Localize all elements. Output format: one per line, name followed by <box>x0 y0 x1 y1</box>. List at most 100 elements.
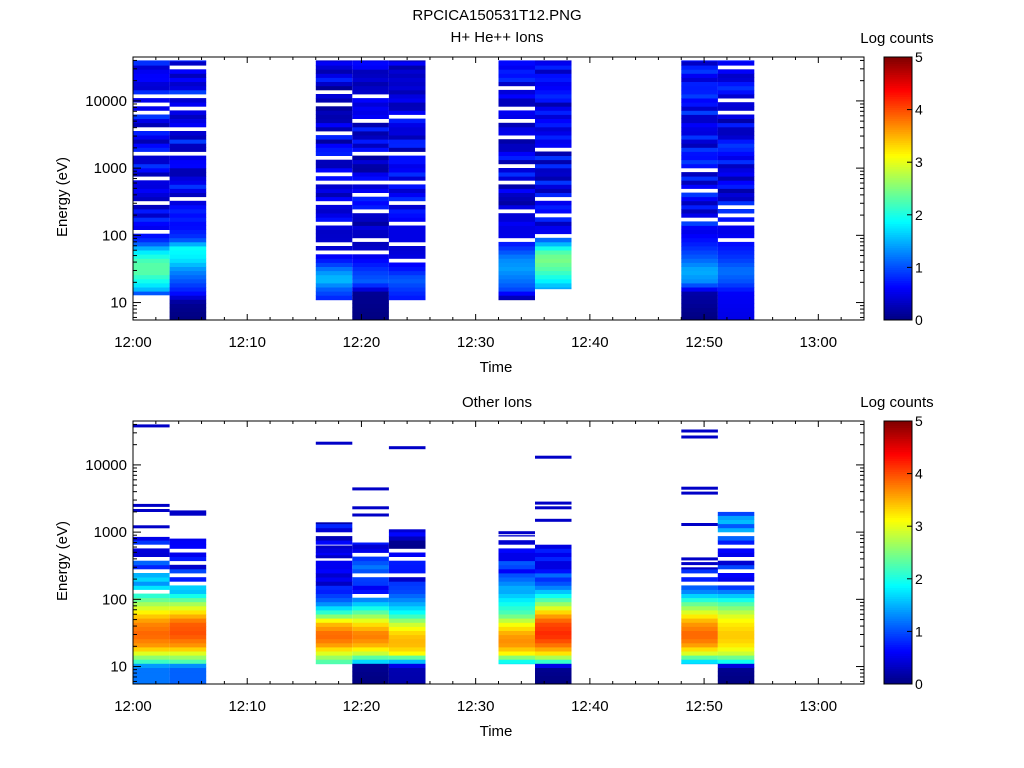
heatmap-cell <box>133 143 170 148</box>
colorbar-swatch <box>884 149 912 152</box>
heatmap-cell <box>133 638 170 644</box>
colorbar-swatch <box>884 74 912 78</box>
heatmap-cell <box>133 73 170 78</box>
heatmap-cell <box>388 552 426 557</box>
heatmap-cell <box>133 237 170 243</box>
heatmap-cell <box>315 168 353 173</box>
colorbar-swatch <box>884 556 912 560</box>
heatmap-cell <box>169 69 207 74</box>
colorbar-swatch <box>884 662 912 665</box>
heatmap-cell <box>315 237 353 243</box>
heatmap-cell <box>681 262 718 267</box>
heatmap-cell <box>535 176 572 181</box>
heatmap-cell <box>169 122 207 128</box>
colorbar-swatch <box>884 567 912 571</box>
colorbar-swatch <box>884 611 912 615</box>
heatmap-cell <box>681 143 718 148</box>
heatmap-cell <box>498 655 535 660</box>
heatmap-cell <box>352 106 389 111</box>
heatmap-cell <box>535 77 572 82</box>
heatmap-cell <box>133 192 170 198</box>
heatmap-cell <box>133 659 170 664</box>
spectrogram-column <box>388 60 426 301</box>
heatmap-cell <box>133 593 170 599</box>
heatmap-cell <box>133 291 170 296</box>
heatmap-cell <box>315 581 353 586</box>
heatmap-cell <box>717 634 755 640</box>
heatmap-cell <box>498 89 535 95</box>
heatmap-cell <box>498 69 535 74</box>
heatmap-cell <box>681 229 718 235</box>
heatmap-cell <box>352 601 389 607</box>
colorbar-swatch <box>884 127 912 130</box>
heatmap-cell <box>717 73 755 78</box>
heatmap-cell <box>352 163 389 169</box>
heatmap-cell <box>169 102 207 107</box>
heatmap-cell <box>717 287 755 292</box>
heatmap-cell <box>315 61 353 66</box>
heatmap-cell <box>315 163 353 169</box>
heatmap-cell <box>133 196 170 202</box>
colorbar-swatch <box>884 188 912 192</box>
colorbar-swatch <box>884 421 912 424</box>
heatmap-cell <box>717 229 755 235</box>
colorbar-swatch <box>884 179 912 183</box>
colorbar-swatch <box>884 216 912 220</box>
heatmap-cell <box>717 131 755 136</box>
heatmap-cell <box>388 593 426 599</box>
colorbar-swatch <box>884 467 912 470</box>
colorbar-swatch <box>884 670 912 674</box>
heatmap-cell <box>535 283 572 288</box>
colorbar-swatch <box>884 293 912 297</box>
spectrogram-column <box>352 60 389 321</box>
heatmap-cell <box>388 532 426 537</box>
colorbar-swatch <box>884 302 912 306</box>
heatmap-cell <box>717 663 755 668</box>
heatmap-cell <box>681 651 718 656</box>
heatmap-cell <box>388 529 426 533</box>
heatmap-cell <box>133 217 170 222</box>
colorbar-swatch <box>884 583 912 586</box>
heatmap-cell <box>388 250 426 255</box>
colorbar-swatch <box>884 208 912 211</box>
heatmap-cell <box>315 73 353 78</box>
heatmap-cell <box>535 246 572 251</box>
heatmap-cell <box>535 155 572 161</box>
heatmap-cell <box>315 536 353 541</box>
heatmap-cell <box>169 200 207 206</box>
heatmap-cell <box>498 110 535 115</box>
heatmap-cell <box>388 663 426 668</box>
heatmap-cell <box>315 77 353 82</box>
heatmap-cell <box>681 299 718 304</box>
heatmap-cell <box>388 139 426 144</box>
colorbar-swatch <box>884 135 912 139</box>
heatmap-cell <box>388 147 426 152</box>
heatmap-cell <box>133 61 170 66</box>
heatmap-cell <box>133 642 170 648</box>
heatmap-cell <box>315 299 353 301</box>
heatmap-cell <box>352 651 389 656</box>
heatmap-cell <box>681 233 718 239</box>
y-tick-label: 10000 <box>85 457 127 474</box>
heatmap-cell <box>717 601 755 607</box>
colorbar-swatch <box>884 445 912 448</box>
heatmap-cell <box>315 560 353 566</box>
heatmap-cell <box>352 560 389 566</box>
colorbar-swatch <box>884 247 912 251</box>
heatmap-cell <box>315 204 353 210</box>
heatmap-cell <box>535 618 572 623</box>
heatmap-cell <box>681 270 718 276</box>
heatmap-cell <box>133 172 170 177</box>
heatmap-cell <box>169 85 207 91</box>
heatmap-cell <box>388 106 426 111</box>
heatmap-cell <box>681 577 718 582</box>
x-tick-label: 12:40 <box>571 334 609 351</box>
heatmap-cell <box>681 180 718 185</box>
colorbar-swatch <box>884 144 912 148</box>
heatmap-cell <box>681 139 718 144</box>
heatmap-cell <box>498 610 535 615</box>
heatmap-cell <box>352 213 389 218</box>
heatmap-cell <box>315 655 353 660</box>
heatmap-cell <box>498 540 535 545</box>
heatmap-cell <box>498 143 535 148</box>
